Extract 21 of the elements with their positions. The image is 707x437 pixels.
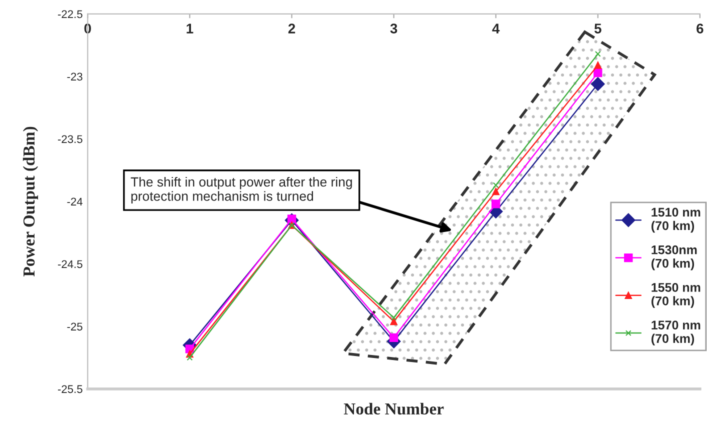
y-tick-label: -23.5 xyxy=(58,135,82,144)
y-axis-title: Power Output (dBm) xyxy=(22,126,38,276)
y-tick-label: -23 xyxy=(67,72,82,81)
y-tick-label: -25.5 xyxy=(58,385,82,394)
legend-label: 1510 nm (70 km) xyxy=(652,208,700,233)
x-axis-title: Node Number xyxy=(344,402,444,415)
legend-label: 1550 nm (70 km) xyxy=(652,283,700,308)
y-tick-label: -22.5 xyxy=(58,10,82,18)
y-tick-label: -25 xyxy=(67,322,82,331)
legend-label: 1530nm (70 km) xyxy=(652,245,697,270)
x-tick-label: 5 xyxy=(594,24,602,34)
x-tick-label: 6 xyxy=(696,24,704,34)
x-tick-label: 4 xyxy=(492,24,500,34)
x-tick-label: 1 xyxy=(186,24,194,34)
x-tick-label: 2 xyxy=(288,24,296,34)
legend-label: 1570 nm (70 km) xyxy=(652,320,700,346)
x-tick-label: 0 xyxy=(84,24,91,34)
x-tick-label: 3 xyxy=(390,24,398,34)
annotation: The shift in output power after the ring protection mechanism is turned xyxy=(130,176,352,204)
y-tick-label: -24 xyxy=(67,198,82,206)
y-tick-label: -24.5 xyxy=(58,260,82,268)
